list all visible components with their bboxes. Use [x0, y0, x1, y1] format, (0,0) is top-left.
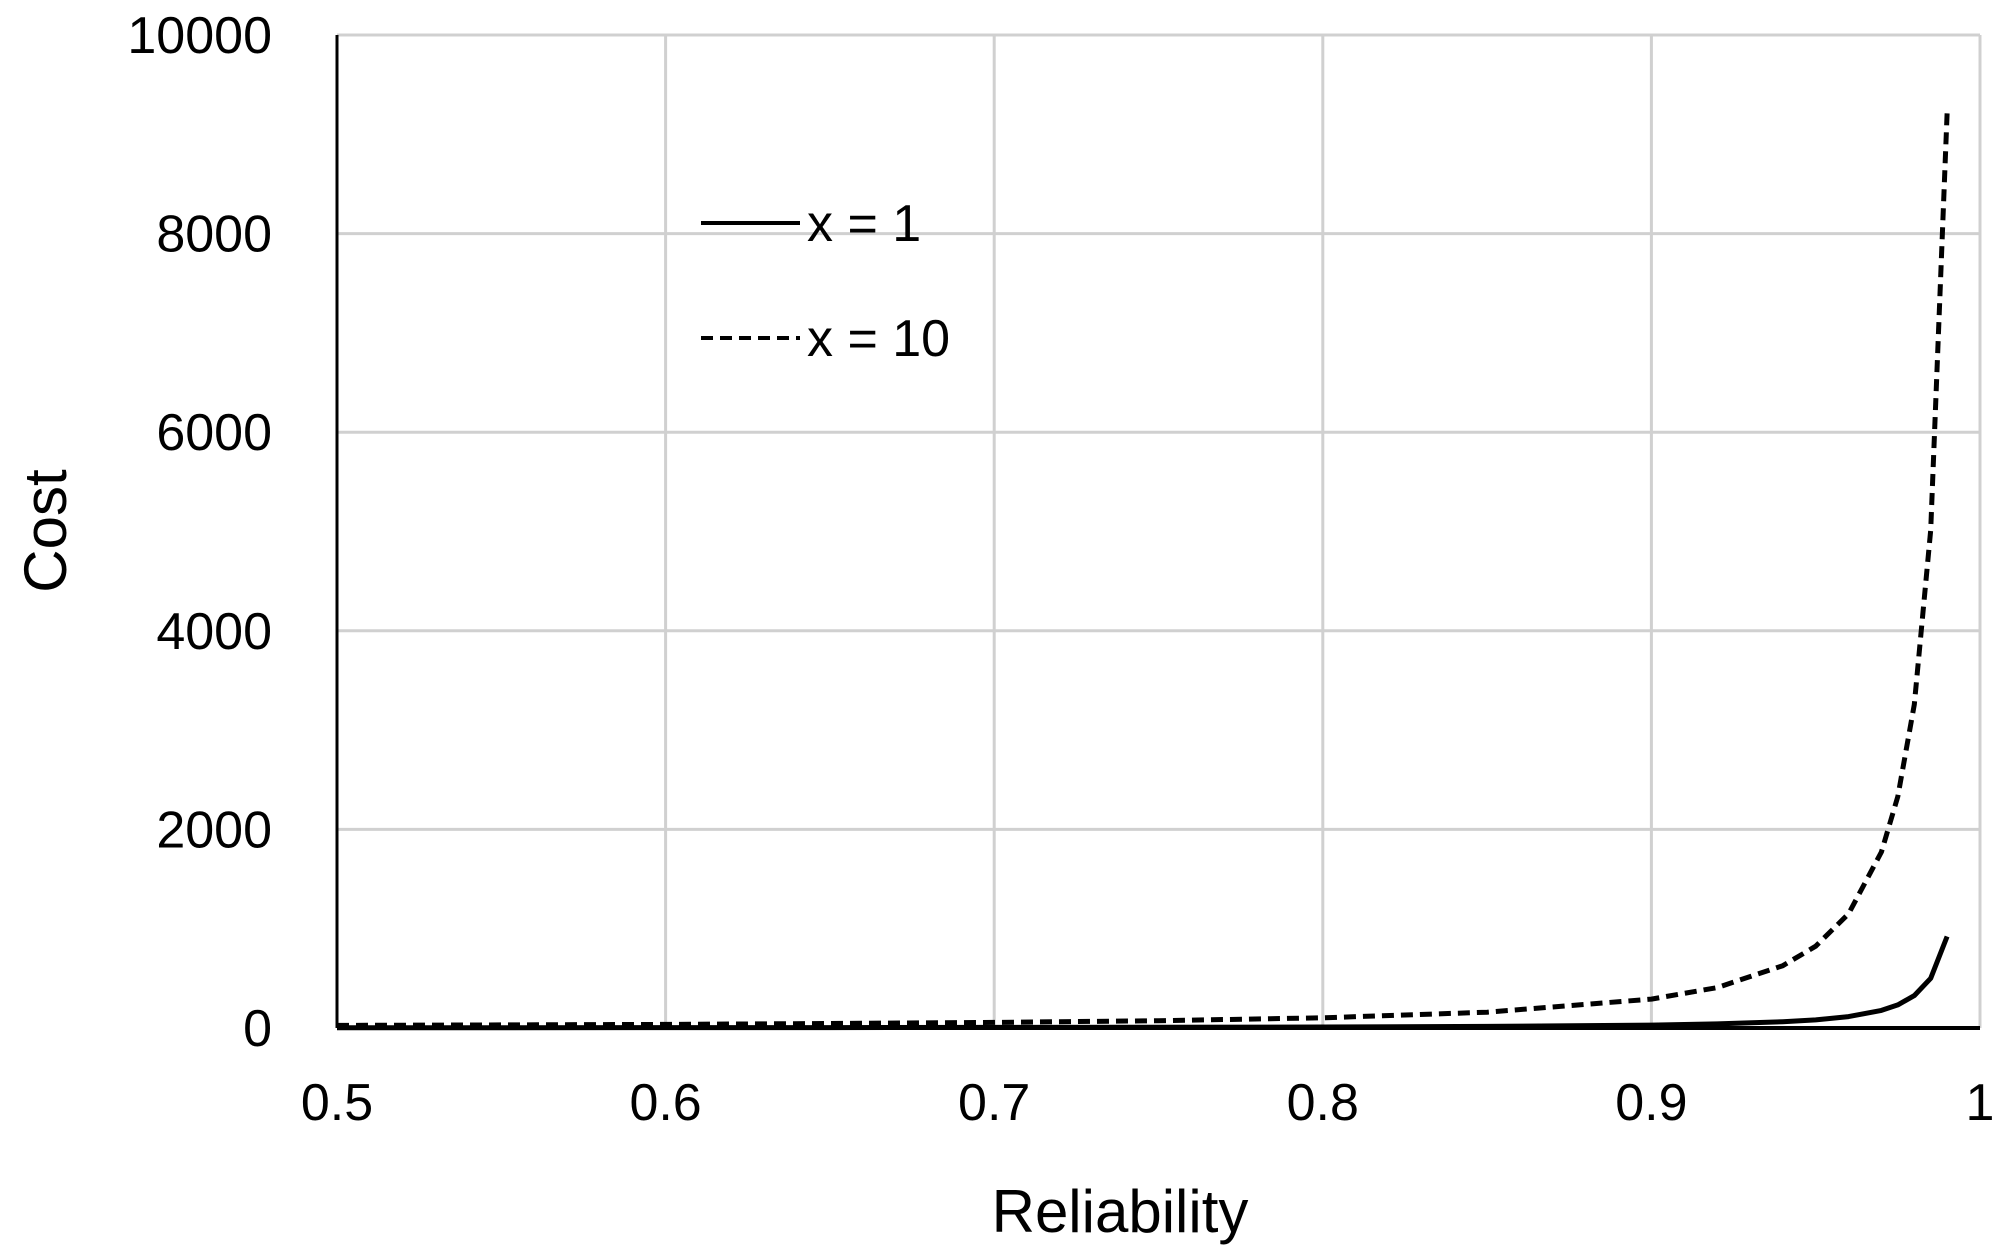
- y-tick-label: 0: [243, 1000, 272, 1058]
- x-tick-label: 0.7: [958, 1074, 1030, 1132]
- tick-labels: 0.5 0.6 0.7 0.8 0.9 1 0 2000 4000 6000 8000 10000: [127, 7, 1994, 1132]
- y-axis-label: Cost: [12, 469, 79, 593]
- y-tick-label: 4000: [156, 603, 272, 661]
- legend-label-2: x = 10: [807, 310, 950, 368]
- x-axis-label: Reliability: [992, 1178, 1249, 1245]
- series-line-1: [337, 935, 1950, 1031]
- x-tick-label: 0.6: [629, 1074, 701, 1132]
- grid: [335, 33, 1982, 1030]
- x-tick-label: 1: [1966, 1074, 1995, 1132]
- y-tick-label: 10000: [127, 7, 272, 65]
- series-lines: [336, 113, 1950, 1031]
- y-tick-label: 6000: [156, 404, 272, 462]
- legend: x = 1 x = 10: [701, 195, 950, 368]
- x-tick-label: 0.8: [1287, 1074, 1359, 1132]
- y-tick-label: 8000: [156, 206, 272, 264]
- axes: [335, 35, 1980, 1030]
- x-tick-label: 0.9: [1615, 1074, 1687, 1132]
- y-tick-label: 2000: [156, 801, 272, 859]
- x-tick-label: 0.5: [301, 1074, 373, 1132]
- legend-label-1: x = 1: [807, 195, 921, 253]
- series-line-2: [336, 113, 1950, 1028]
